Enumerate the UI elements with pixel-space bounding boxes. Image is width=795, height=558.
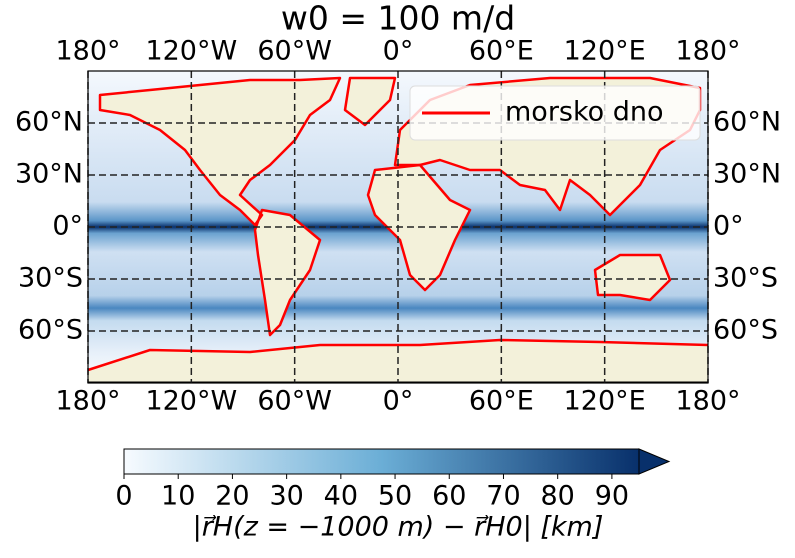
x-tick-label: 180° <box>55 386 120 417</box>
map-frame <box>87 70 709 384</box>
colorbar-tick-label: 20 <box>215 481 249 512</box>
x-tick-label: 60°W <box>257 386 332 417</box>
colorbar-tick-label: 90 <box>595 481 629 512</box>
y-tick-label: 30°N <box>713 159 781 190</box>
legend-label: morsko dno <box>505 97 664 128</box>
x-tick-label: 120°W <box>145 386 237 417</box>
colorbar-tick-label: 30 <box>269 481 303 512</box>
colorbar-tick-label: 80 <box>541 481 575 512</box>
colorbar-tick-label: 60 <box>432 481 466 512</box>
x-tick-label: 120°W <box>145 36 237 67</box>
x-tick-label: 180° <box>675 386 740 417</box>
x-tick-label: 60°W <box>257 36 332 67</box>
y-tick-label: 60°N <box>713 107 781 138</box>
legend-box <box>409 85 701 141</box>
y-tick-label: 30°S <box>18 263 83 294</box>
colorbar-tick-label: 40 <box>324 481 358 512</box>
x-tick-label: 0° <box>383 386 414 417</box>
seafloor-contour <box>87 76 709 372</box>
colorbar-tick-label: 0 <box>115 481 132 512</box>
chart-title: w0 = 100 m/d <box>281 0 515 38</box>
x-tick-label: 180° <box>55 36 120 67</box>
colorbar-fill <box>123 448 640 475</box>
colorbar-tick-label: 50 <box>378 481 412 512</box>
colorbar-extension <box>638 448 671 475</box>
y-tick-label: 0° <box>52 211 83 242</box>
x-tick-label: 60°E <box>469 36 534 67</box>
legend: morsko dno <box>409 85 701 141</box>
y-tick-label: 30°N <box>15 159 83 190</box>
x-tick-label: 120°E <box>564 386 646 417</box>
x-tick-label: 120°E <box>564 36 646 67</box>
colorbar-tick-label: 10 <box>161 481 195 512</box>
colorbar-tick-label: 70 <box>486 481 520 512</box>
y-tick-label: 60°S <box>18 315 83 346</box>
x-tick-label: 0° <box>383 36 414 67</box>
colorbar: 0 10 20 30 40 50 60 70 80 90 <box>115 448 671 512</box>
colorbar-label: |r⃗H(z = −1000 m) − r⃗H0| [km] <box>193 512 604 543</box>
x-tick-label: 180° <box>675 36 740 67</box>
y-tick-label: 30°S <box>713 263 778 294</box>
y-tick-label: 0° <box>713 211 744 242</box>
x-tick-label: 60°E <box>469 386 534 417</box>
y-tick-label: 60°S <box>713 315 778 346</box>
y-tick-label: 60°N <box>15 107 83 138</box>
